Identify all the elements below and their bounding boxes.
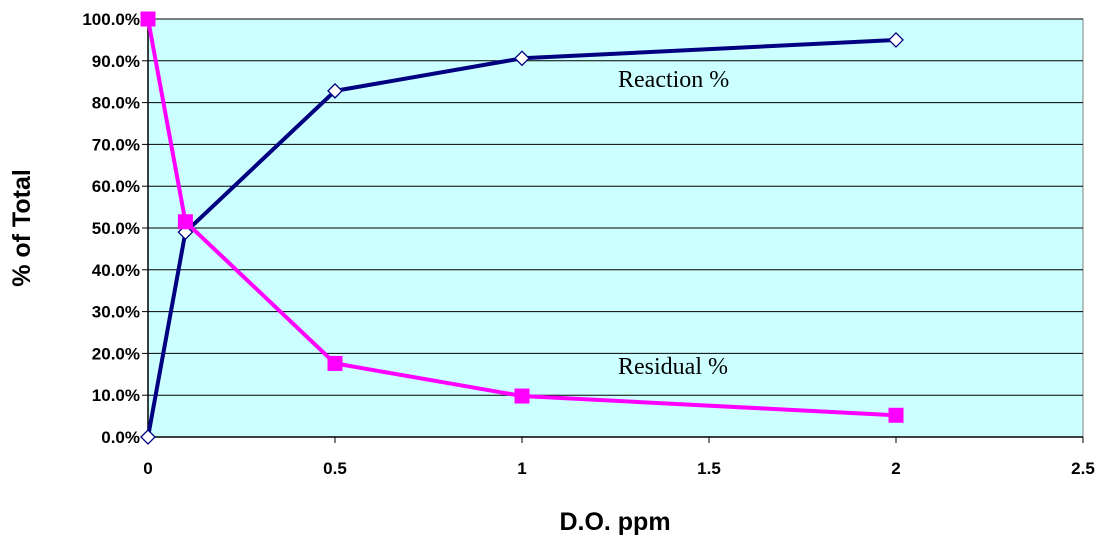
x-tick-label: 0 bbox=[143, 459, 152, 478]
gridlines bbox=[148, 18, 1083, 396]
y-tick-label: 50.0% bbox=[92, 219, 140, 238]
x-tick-label: 1.5 bbox=[697, 459, 721, 478]
series-residual bbox=[140, 11, 904, 423]
y-tick-label: 30.0% bbox=[92, 303, 140, 322]
data-point-square bbox=[514, 388, 530, 404]
x-tick-label: 2 bbox=[891, 459, 900, 478]
y-tick-label: 60.0% bbox=[92, 177, 140, 196]
x-tick-label: 1 bbox=[517, 459, 526, 478]
y-tick-label: 40.0% bbox=[92, 261, 140, 280]
x-axis-title: D.O. ppm bbox=[559, 508, 670, 536]
x-tick-label: 0.5 bbox=[323, 459, 347, 478]
data-point-square bbox=[327, 355, 343, 371]
series-layer bbox=[140, 11, 904, 445]
y-tick-label: 90.0% bbox=[92, 52, 140, 71]
data-point-diamond bbox=[888, 31, 904, 48]
x-axis-ticks: 0 0.5 1 1.5 2 2.5 bbox=[143, 437, 1095, 478]
x-tick-label: 2.5 bbox=[1071, 459, 1095, 478]
data-point-diamond bbox=[140, 429, 156, 445]
data-point-square bbox=[177, 214, 193, 230]
data-point-diamond bbox=[327, 82, 343, 99]
annotation-residual: Residual % bbox=[618, 354, 728, 380]
data-point-diamond bbox=[514, 50, 530, 67]
y-tick-label: 0.0% bbox=[101, 428, 140, 447]
y-tick-label: 10.0% bbox=[92, 386, 140, 405]
y-tick-label: 80.0% bbox=[92, 94, 140, 113]
annotation-reaction: Reaction % bbox=[618, 67, 729, 93]
y-tick-label: 100.0% bbox=[82, 10, 140, 29]
y-axis-ticks: 0.0% 10.0% 20.0% 30.0% 40.0% 50.0% 60.0% 70.0% 8… bbox=[82, 10, 148, 447]
y-tick-label: 70.0% bbox=[92, 135, 140, 154]
data-point-square bbox=[140, 11, 156, 27]
data-point-square bbox=[888, 407, 904, 423]
y-axis-title: % of Total bbox=[8, 169, 36, 287]
y-tick-label: 20.0% bbox=[92, 344, 140, 363]
